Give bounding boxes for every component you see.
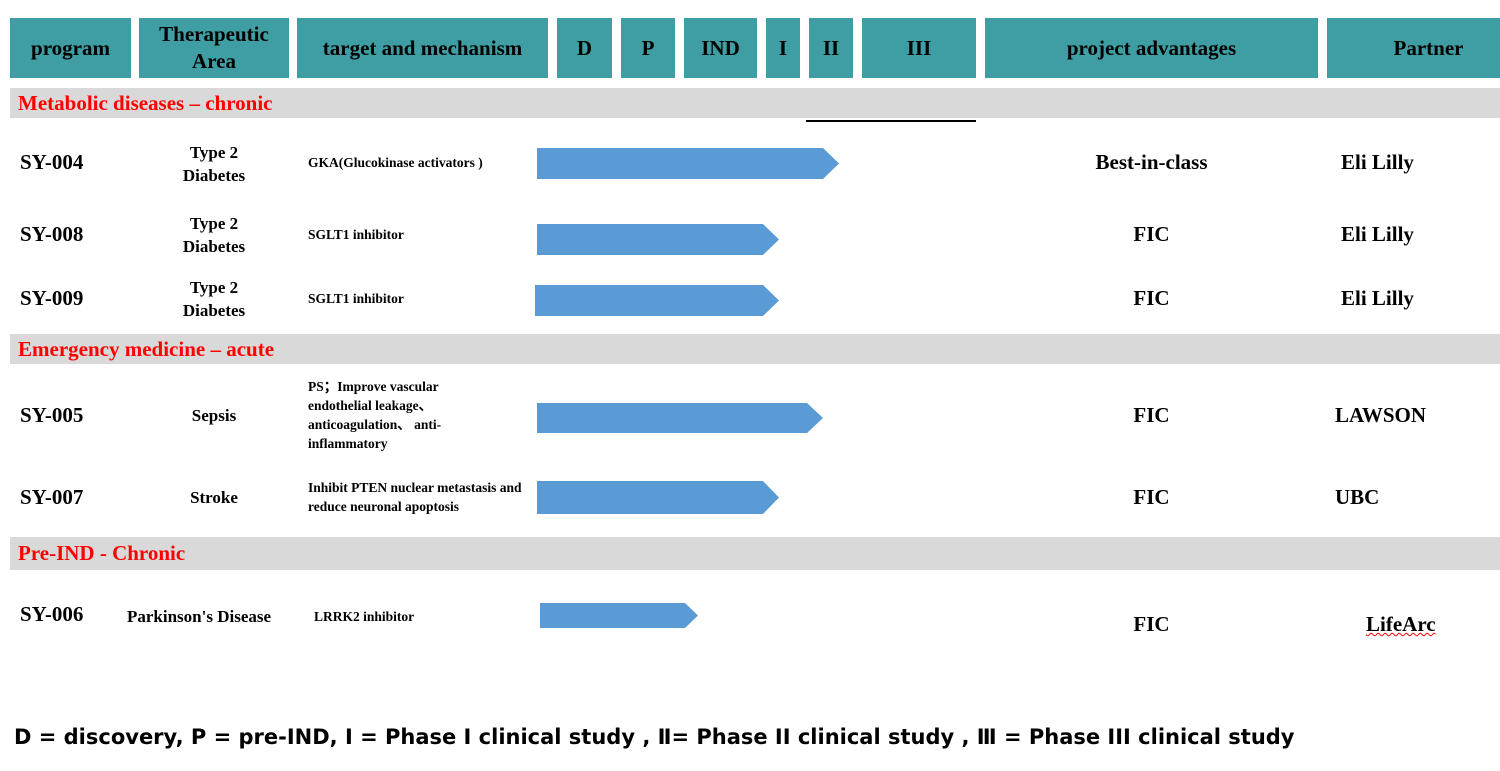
header-phase-i: I [766,18,800,78]
progress-arrow [537,148,839,179]
partner: Eli Lilly [1341,222,1414,246]
partner: LifeArc [1366,612,1436,637]
project-advantage: FIC [1133,286,1170,310]
program-id: SY-007 [20,485,84,509]
section-emergency: Emergency medicine – acute [10,334,1500,364]
project-advantage: FIC [1133,403,1170,427]
target-mechanism: LRRK2 inhibitor [314,609,415,624]
legend: D = discovery, P = pre-IND, Ⅰ = Phase I … [14,725,1295,749]
header-phase-p: P [621,18,675,78]
therapeutic-area: Type 2 Diabetes [182,278,246,320]
header-phase-ind: IND [684,18,757,78]
project-advantage: Best-in-class [1095,150,1208,174]
program-id: SY-005 [20,403,84,427]
header-phase-iii: III [862,18,976,78]
progress-arrow [537,481,779,514]
header-phase-d: D [557,18,612,78]
header-target-mechanism: target and mechanism [297,18,548,78]
therapeutic-area: Sepsis [191,406,237,425]
header-program: program [10,18,131,78]
header-phase-ii: II [809,18,853,78]
partner: UBC [1335,485,1380,509]
project-advantage: FIC [1133,612,1170,636]
target-mechanism: SGLT1 inhibitor [308,227,404,242]
therapeutic-area: Stroke [190,488,238,507]
divider-line [806,120,976,122]
target-mechanism: GKA(Glucokinase activators ) [308,155,483,170]
target-mechanism: PS；Improve vascular endothelial leakage、… [308,379,442,451]
target-mechanism: Inhibit PTEN nuclear metastasis and redu… [308,480,522,514]
therapeutic-area: Type 2 Diabetes [182,214,246,256]
progress-arrow [537,224,779,255]
project-advantage: FIC [1133,222,1170,246]
section-metabolic: Metabolic diseases – chronic [10,88,1500,118]
header-therapeutic-area: Therapeutic Area [139,18,289,78]
section-preind: Pre-IND - Chronic [10,537,1500,570]
header-project-advantages: project advantages [985,18,1318,78]
partner: LAWSON [1335,403,1427,427]
progress-arrow [540,603,698,628]
partner: Eli Lilly [1341,286,1414,310]
partner-name: LifeArc [1366,612,1436,636]
program-id: SY-004 [20,150,84,174]
partner: Eli Lilly [1341,150,1414,174]
program-id: SY-009 [20,286,84,310]
program-id: SY-008 [20,222,84,246]
progress-arrow [535,285,779,316]
therapeutic-area: Parkinson's Disease [127,607,272,626]
program-id: SY-006 [20,602,84,626]
header-partner: Partner [1327,18,1500,78]
therapeutic-area: Type 2 Diabetes [182,143,246,185]
project-advantage: FIC [1133,485,1170,509]
progress-arrow [537,403,823,433]
target-mechanism: SGLT1 inhibitor [308,291,404,306]
